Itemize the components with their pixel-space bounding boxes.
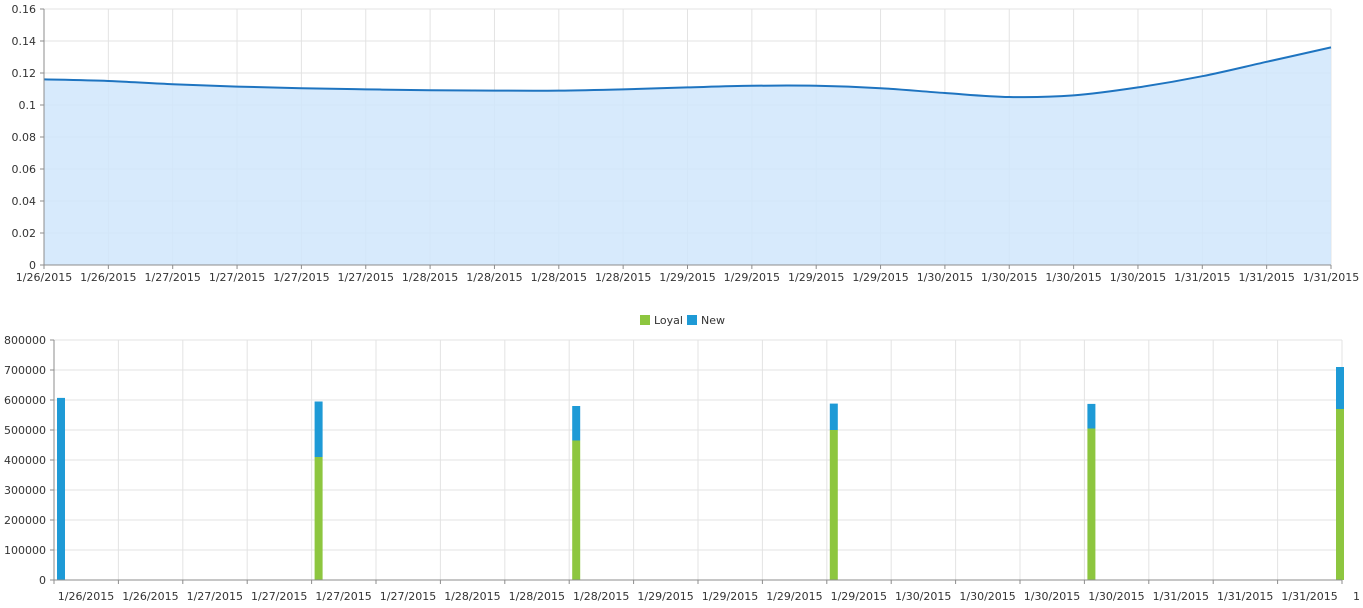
y-tick-label: 0	[39, 574, 46, 587]
x-tick-label: 1/28/2015	[531, 271, 587, 284]
x-tick-label: 1/30/2015	[1024, 590, 1080, 603]
bar-new-2	[572, 406, 581, 441]
x-tick-label: 1/31/2015	[1238, 271, 1294, 284]
y-tick-label: 200000	[4, 514, 46, 527]
x-tick-label: 1/27/2015	[338, 271, 394, 284]
y-tick-label: 0.14	[12, 35, 37, 48]
x-tick-label: 1/29/2015	[852, 271, 908, 284]
bar-loyal-1	[314, 457, 323, 580]
x-tick-label: 1/29/2015	[637, 590, 693, 603]
x-tick-label: 1/28/2015	[573, 590, 629, 603]
average-line-chart: 0 0.02 0.04 0.06 0.08 0.1 0.12 0.14 0.16 1/26/201…	[12, 3, 1360, 284]
bar-loyal-5	[1336, 409, 1344, 580]
x-tick-label: 1/30/2015	[917, 271, 973, 284]
y-tick-label: 600000	[4, 394, 46, 407]
stacked-bar-chart: 0 100000 200000 300000 400000 500000 600000 700…	[4, 334, 1360, 603]
legend-swatch-loyal	[640, 315, 650, 325]
x-tick-label: 1/29/2015	[766, 590, 822, 603]
x-tick-label: 1/28/2015	[402, 271, 458, 284]
y-tick-label: 800000	[4, 334, 46, 347]
x-tick-label: 1/29/2015	[659, 271, 715, 284]
y-tick-label: 100000	[4, 544, 46, 557]
x-tick-label: 1/27/2015	[209, 271, 265, 284]
y-tick-label: 500000	[4, 424, 46, 437]
x-tick-label: 1/26/2015	[80, 271, 136, 284]
bar-new-4	[1087, 403, 1096, 429]
x-tick-label: 1/29/2015	[724, 271, 780, 284]
x-tick-label: 1/29/2015	[788, 271, 844, 284]
x-tick-label: 1/29/2015	[831, 590, 887, 603]
legend-label-new: New	[701, 314, 725, 327]
x-tick-label: 1/26/2015	[122, 590, 178, 603]
x-tick-label: 1/26/2015	[16, 271, 72, 284]
bar-loyal-2	[572, 440, 581, 580]
x-tick-label: 1/28/2015	[595, 271, 651, 284]
x-tick-label: 1/28/2015	[466, 271, 522, 284]
x-tick-label: 1/31/2015	[1153, 590, 1209, 603]
x-tick-label: 1/27/2015	[251, 590, 307, 603]
y-tick-label: 0.08	[12, 131, 37, 144]
y-tick-label: 0.04	[12, 195, 37, 208]
bar-new-3	[829, 403, 838, 430]
x-tick-label: 1/31/2015	[1217, 590, 1273, 603]
x-tick-label: 1/27/2015	[144, 271, 200, 284]
x-tick-label: 1/29/2015	[702, 590, 758, 603]
bar-loyal-3	[829, 430, 838, 580]
x-tick-label: 1/27/2015	[187, 590, 243, 603]
x-tick-label: 1/30/2015	[1088, 590, 1144, 603]
y-tick-label: 0.1	[19, 99, 37, 112]
x-tick-label: 1/30/2015	[1045, 271, 1101, 284]
y-tick-label: 400000	[4, 454, 46, 467]
x-tick-label: 1/30/2015	[981, 271, 1037, 284]
x-tick-label: 1/27/2015	[315, 590, 371, 603]
bar-new-1	[314, 401, 323, 457]
y-tick-label: 0.02	[12, 227, 37, 240]
x-tick-label: 1/30/2015	[895, 590, 951, 603]
x-tick-label: 1/27/2015	[273, 271, 329, 284]
y-tick-label: 300000	[4, 484, 46, 497]
x-tick-label: 1	[1353, 590, 1360, 603]
x-tick-label: 1/30/2015	[959, 590, 1015, 603]
x-tick-label: 1/30/2015	[1110, 271, 1166, 284]
x-tick-label: 1/28/2015	[509, 590, 565, 603]
y-tick-label: 700000	[4, 364, 46, 377]
legend: Loyal New	[640, 314, 725, 327]
x-tick-label: 1/27/2015	[380, 590, 436, 603]
y-tick-label: 0.16	[12, 3, 37, 16]
y-tick-label: 0.06	[12, 163, 37, 176]
area-fill	[44, 47, 1331, 266]
bar-new-0	[57, 397, 65, 580]
y-tick-label: 0.12	[12, 67, 37, 80]
x-tick-label: 1/31/2015	[1281, 590, 1337, 603]
x-tick-label: 1/28/2015	[444, 590, 500, 603]
x-tick-label: 1/26/2015	[58, 590, 114, 603]
legend-label-loyal: Loyal	[654, 314, 683, 327]
x-tick-label: 1/31/2015	[1174, 271, 1230, 284]
bar-new-5	[1336, 367, 1344, 409]
x-tick-label: 1/31/2015	[1303, 271, 1359, 284]
legend-swatch-new	[687, 315, 697, 325]
bar-loyal-4	[1087, 428, 1096, 580]
y-tick-label: 0	[29, 259, 36, 272]
